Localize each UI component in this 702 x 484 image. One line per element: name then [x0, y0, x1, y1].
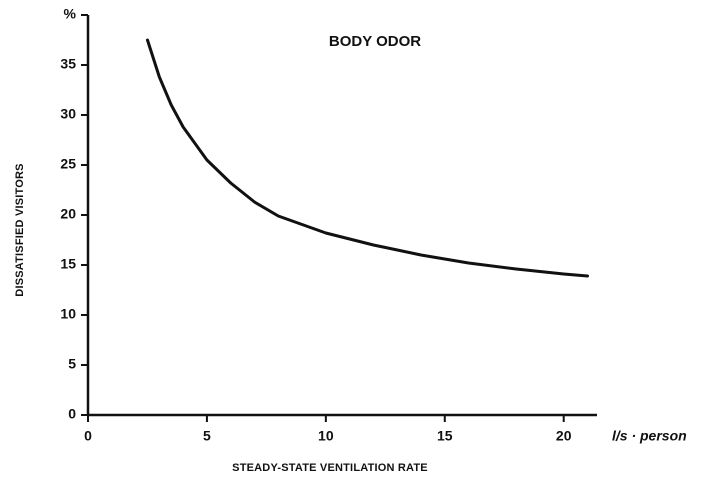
y-tick-label: 30: [60, 106, 76, 122]
x-unit-label: l/s · person: [612, 428, 687, 444]
x-tick-label: 10: [318, 428, 334, 444]
y-tick-label: 15: [60, 256, 76, 272]
y-tick-label: 10: [60, 306, 76, 322]
x-tick-label: 20: [556, 428, 572, 444]
x-tick-label: 15: [437, 428, 453, 444]
y-tick-label: 20: [60, 206, 76, 222]
y-tick-label: 25: [60, 156, 76, 172]
y-tick-label: %: [64, 6, 77, 22]
chart-title: BODY ODOR: [329, 33, 421, 50]
x-axis-title: STEADY-STATE VENTILATION RATE: [232, 462, 428, 474]
y-tick-label: 5: [68, 356, 76, 372]
x-tick-label: 0: [84, 428, 92, 444]
y-tick-label: 0: [68, 406, 76, 422]
y-tick-label: 35: [60, 56, 76, 72]
line-series: [145, 38, 589, 278]
x-tick-label: 5: [203, 428, 211, 444]
y-axis-title: DISSATISFIED VISITORS: [14, 163, 26, 296]
